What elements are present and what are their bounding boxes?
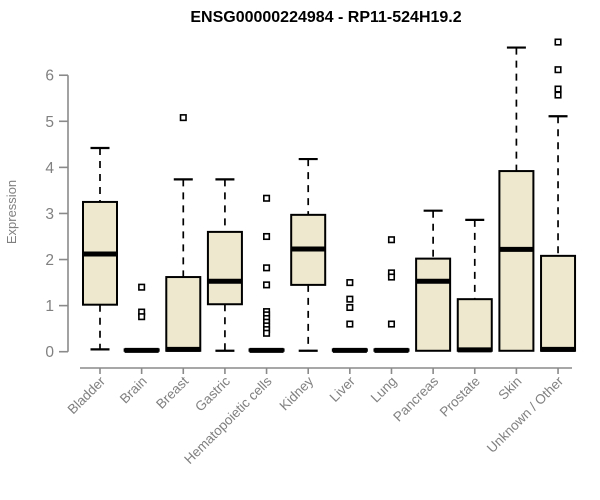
outlier-point (554, 91, 562, 99)
outlier-point (263, 329, 271, 337)
iqr-box (498, 170, 535, 352)
x-tick-label: Brain (117, 374, 150, 407)
outlier-point (263, 194, 271, 202)
outlier-point (179, 114, 187, 122)
iqr-box (540, 254, 577, 352)
iqr-box (206, 230, 243, 306)
x-tick-label: Liver (327, 373, 359, 405)
outlier-point (346, 320, 354, 328)
y-tick-label: 1 (45, 298, 54, 315)
x-tick-label: Prostate (437, 374, 483, 420)
outlier-point (554, 66, 562, 74)
outlier-point (263, 264, 271, 272)
x-tick-label: Bladder (65, 373, 109, 417)
outlier-point (346, 303, 354, 312)
x-tick-label: Breast (153, 373, 191, 411)
y-tick-label: 6 (45, 68, 54, 85)
x-tick-label: Pancreas (390, 373, 441, 424)
iqr-box (415, 257, 452, 352)
x-tick-label: Unknown / Other (484, 373, 567, 456)
outlier-point (387, 320, 396, 328)
x-tick-label: Gastric (192, 373, 233, 414)
outlier-point (263, 281, 271, 289)
y-tick-label: 2 (45, 252, 54, 269)
y-tick-label: 3 (45, 206, 54, 223)
outlier-point (138, 313, 146, 321)
x-tick-label: Lung (368, 374, 400, 406)
outlier-point (387, 236, 396, 244)
outlier-point (554, 85, 562, 93)
y-tick-label: 4 (45, 160, 54, 177)
outlier-point (554, 38, 562, 46)
y-axis-title: Expression (4, 180, 19, 244)
x-tick-label: Kidney (277, 373, 317, 413)
iqr-box (456, 298, 493, 352)
chart-title: ENSG00000224984 - RP11-524H19.2 (190, 9, 462, 26)
outlier-point (346, 279, 354, 287)
iqr-box (165, 276, 202, 352)
outlier-point (138, 283, 146, 291)
y-tick-label: 0 (45, 344, 54, 361)
x-tick-label: Skin (495, 374, 524, 403)
y-tick-label: 5 (45, 114, 54, 131)
outlier-point (387, 273, 396, 281)
outlier-point (263, 232, 271, 241)
outlier-point (346, 295, 354, 303)
